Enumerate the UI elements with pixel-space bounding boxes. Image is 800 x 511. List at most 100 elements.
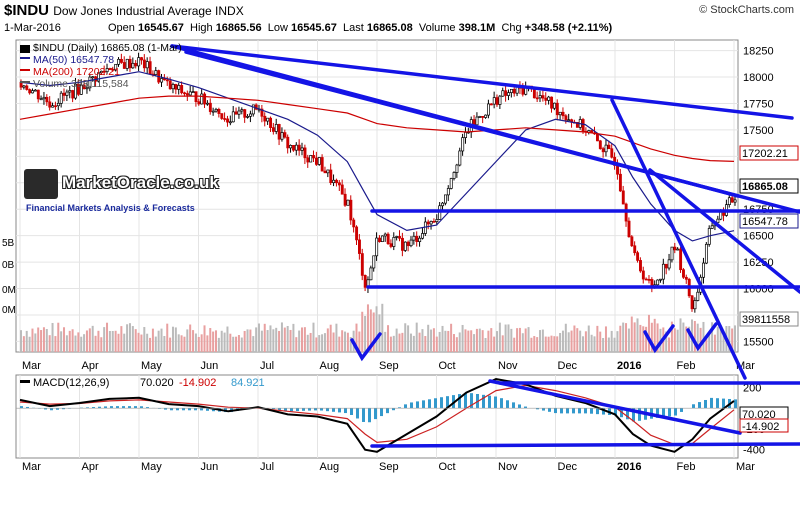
volume-bar [424,336,427,352]
macd-legend-value: -14.902 [179,377,216,389]
volume-bar [688,326,691,352]
month-tick-label-lower: 2016 [617,461,641,473]
volume-bar [286,325,289,352]
candle-body [191,91,195,93]
volume-bar [189,324,192,352]
volume-bar [682,322,685,352]
candle-body [461,137,465,152]
candle-body [498,95,502,105]
macd-histogram-bar [404,404,407,409]
macd-histogram-bar [422,400,425,409]
volume-bar [556,336,559,352]
volume-bar [312,322,315,352]
month-tick-label: Jul [260,360,274,372]
candle-body [335,179,338,184]
volume-bar [94,335,97,352]
volume-bar [533,336,536,352]
volume-bar [232,336,235,352]
macd-histogram-bar [206,408,209,411]
macd-histogram-bar [500,398,503,409]
macd-histogram-bar [458,394,461,409]
macd-histogram-bar [446,396,449,409]
candle-body [125,58,129,69]
candle-body [360,253,364,276]
volume-bar [539,330,542,352]
volume-bar [203,325,206,352]
candle-body [303,147,307,159]
candle-body [309,155,313,163]
volume-bar [25,330,28,352]
volume-bar [610,330,613,352]
candle-body [280,132,284,140]
macd-histogram-bar [572,408,575,414]
volume-bar [475,328,478,352]
volume-bar [490,328,493,352]
macd-histogram-bar [44,408,47,410]
volume-bar [140,334,143,352]
candle-body [223,118,227,120]
candle-body [111,68,115,71]
macd-histogram-bar [440,397,443,409]
candle-body [415,235,419,242]
candle-body [552,102,556,109]
volume-bar [418,332,421,352]
volume-bar [487,330,490,352]
month-tick-label-lower: Apr [82,461,99,473]
volume-bar [318,335,321,352]
volume-bar [501,335,504,352]
volume-bar [177,334,180,352]
candle-body [28,89,32,94]
candle-body [547,96,551,101]
volume-bar [616,331,619,352]
candle-body [639,260,642,272]
candle-body [214,108,218,112]
month-tick-label: Jun [201,360,219,372]
macd-histogram-bar [362,408,365,422]
volume-bar [636,318,639,352]
candle-body [684,276,688,280]
candle-body [409,239,413,247]
macd-histogram-bar [428,399,431,409]
volume-bar [734,325,736,352]
candle-body [601,148,605,153]
volume-bar [387,325,390,352]
v-mark [643,324,675,354]
macd-histogram-bar [626,408,629,420]
candle-body [108,68,112,70]
symbol: $INDU [4,2,50,19]
volume-bar [128,323,131,352]
candle-body [403,241,407,251]
volume-bar [573,325,576,352]
candle-body [294,144,298,151]
volume-bar [117,333,120,352]
candle-body [140,57,143,61]
index-name: Dow Jones Industrial Average INDX [53,4,244,18]
candle-body [363,275,367,288]
volume-bar [395,328,398,352]
volume-bar [389,336,392,352]
volume-bar [516,328,519,352]
volume-bar [295,337,298,352]
macd-histogram-bar [602,408,605,415]
candle-body [39,98,43,101]
candle-body [114,63,118,71]
candle-body [581,119,585,132]
volume-bar [576,328,579,352]
macd-histogram-bar [548,408,551,412]
oracle-icon [24,169,58,199]
volume-bar [625,323,628,352]
volume-bar [100,337,103,352]
volume-bar [209,328,212,352]
volume-tick-label: 0M [2,305,16,316]
candle-body [535,97,539,100]
macd-histogram-bar [176,408,179,411]
volume-bar [547,336,550,352]
candle-body [62,92,66,96]
month-tick-label-lower: Dec [558,461,578,473]
volume-bar [510,328,513,352]
volume-bar [186,329,189,352]
volume-bar [432,328,435,352]
candle-body [435,219,439,222]
price-tick-label: 15500 [743,336,774,348]
candle-body [558,111,562,116]
